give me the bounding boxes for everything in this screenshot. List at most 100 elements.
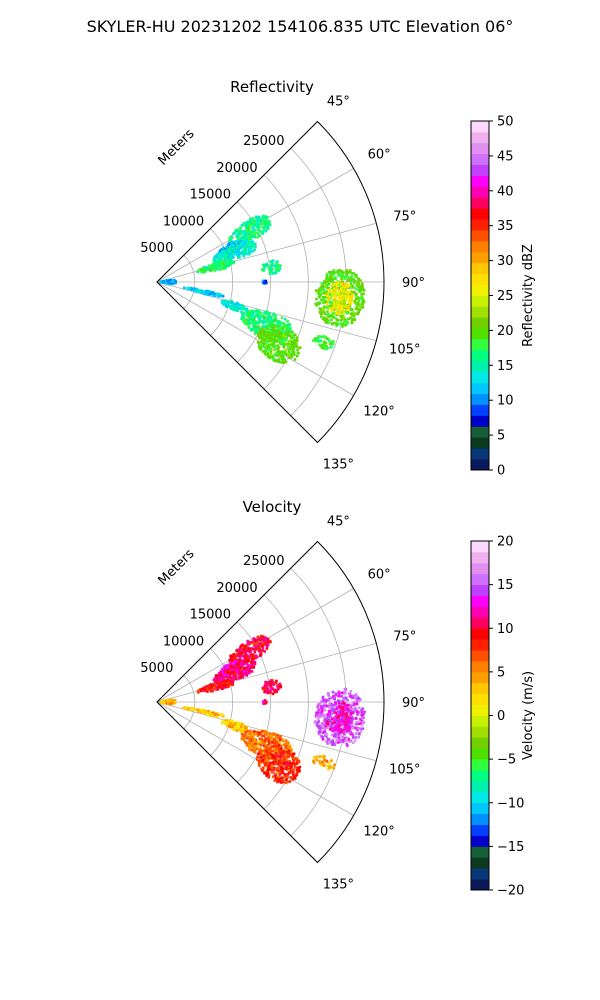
echo-gate [276, 260, 279, 263]
echo-gate [342, 721, 346, 724]
echo-gate [272, 344, 276, 348]
echo-gate [320, 312, 323, 315]
echo-gate [337, 711, 340, 714]
echo-gate [282, 743, 286, 746]
echo-gate [247, 742, 250, 746]
echo-gate [249, 243, 252, 246]
echo-gate [271, 775, 275, 778]
echo-gate [248, 740, 251, 744]
echo-gate [289, 747, 293, 751]
echo-gate [270, 323, 274, 326]
echo-gate [292, 350, 296, 354]
echo-gate [334, 301, 338, 305]
echo-gate [244, 308, 248, 312]
echo-gate [256, 655, 259, 659]
echo-gate [321, 731, 325, 735]
echo-gate [339, 734, 342, 737]
echo-gate [261, 340, 264, 343]
echo-gate [317, 302, 320, 306]
echo-gate [345, 322, 349, 326]
echo-gate [242, 235, 245, 238]
echo-layer [160, 634, 366, 785]
echo-gate [276, 757, 280, 760]
echo-gate [362, 300, 366, 304]
echo-gate [291, 755, 295, 759]
echo-gate [272, 758, 276, 762]
echo-gate [245, 313, 249, 316]
echo-gate [262, 324, 266, 328]
echo-gate [292, 759, 296, 763]
echo-gate [331, 739, 334, 742]
echo-gate [337, 702, 341, 705]
echo-gate [244, 730, 247, 734]
echo-gate [318, 335, 322, 338]
echo-gate [276, 354, 279, 357]
colorbar-tick-label: 20 [497, 324, 514, 339]
echo-gate [246, 226, 250, 229]
echo-gate [293, 777, 297, 780]
echo-gate [253, 662, 257, 666]
colorbar-tick-label: 10 [497, 622, 514, 637]
echo-gate [284, 342, 287, 346]
echo-gate [335, 706, 339, 710]
echo-gate [240, 236, 243, 240]
echo-gate [232, 261, 236, 264]
echo-gate [263, 281, 267, 284]
echo-gate [222, 681, 226, 685]
echo-gate [250, 737, 253, 741]
echo-gate [324, 295, 327, 299]
echo-gate [254, 654, 258, 657]
echo-gate [167, 281, 170, 285]
echo-gate [216, 261, 220, 264]
echo-gate [256, 215, 259, 219]
echo-gate [235, 649, 238, 653]
echo-gate [342, 290, 345, 294]
echo-gate [264, 745, 267, 748]
echo-gate [362, 716, 366, 720]
echo-gate [349, 299, 353, 302]
echo-gate [244, 653, 248, 657]
echo-gate [256, 232, 260, 235]
echo-gate [331, 284, 334, 287]
echo-gate [348, 290, 351, 294]
echo-gate [236, 228, 239, 231]
echo-gate [259, 758, 263, 762]
echo-gate [293, 765, 297, 768]
echo-gate [358, 290, 361, 293]
echo-gate [266, 333, 270, 337]
echo-gate [281, 342, 284, 345]
echo-gate [333, 308, 336, 311]
echo-gate [322, 285, 326, 288]
echo-gate [213, 712, 217, 715]
echo-gate [263, 339, 266, 342]
echo-gate [224, 683, 227, 686]
echo-gate [240, 232, 243, 236]
echo-gate [345, 295, 349, 298]
echo-gate [240, 310, 243, 314]
echo-gate [266, 225, 270, 229]
echo-gate [247, 241, 251, 244]
echo-gate [355, 722, 358, 726]
echo-gate [335, 727, 338, 730]
echo-gate [247, 325, 251, 329]
echo-gate [257, 225, 261, 229]
echo-gate [336, 284, 339, 288]
echo-gate [267, 752, 270, 755]
echo-gate [287, 762, 290, 765]
echo-gate [213, 269, 217, 272]
echo-gate [250, 663, 254, 667]
echo-gate [333, 271, 336, 275]
echo-gate [344, 739, 347, 743]
colorbar-tick-label: 30 [497, 254, 514, 269]
echo-gate [248, 648, 252, 651]
echo-gate [219, 678, 222, 681]
echo-gate [321, 760, 324, 764]
echo-gate [220, 260, 224, 263]
echo-gate [335, 322, 338, 325]
echo-gate [256, 340, 260, 344]
echo-gate [216, 292, 219, 296]
echo-gate [330, 705, 334, 708]
echo-gate [276, 344, 279, 347]
echo-gate [248, 747, 251, 750]
echo-gate [278, 738, 282, 742]
